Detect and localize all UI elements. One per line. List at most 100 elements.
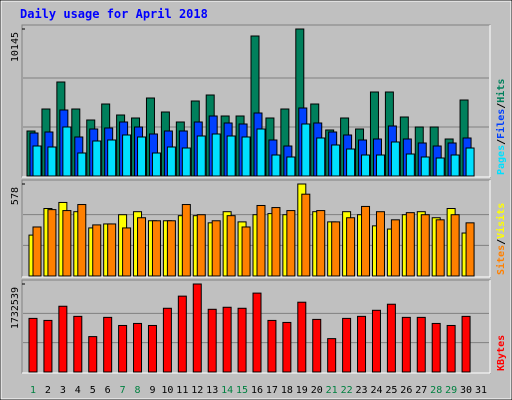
x-tick-label: 31 xyxy=(475,385,487,396)
x-tick-label: 25 xyxy=(385,385,397,396)
bar xyxy=(207,308,217,373)
bar xyxy=(237,307,247,373)
x-tick-label: 14 xyxy=(221,385,233,396)
bar xyxy=(390,219,400,277)
bar xyxy=(43,319,53,373)
bar xyxy=(166,220,176,277)
bar xyxy=(122,227,132,277)
legend-entry: KBytes xyxy=(496,335,507,371)
bar xyxy=(103,316,113,373)
legend-separator: / xyxy=(496,139,507,145)
bar xyxy=(32,145,42,177)
bar xyxy=(196,214,206,277)
bar xyxy=(28,317,38,373)
bar xyxy=(316,137,326,177)
bar xyxy=(331,144,341,177)
bar xyxy=(342,317,352,373)
bar xyxy=(147,324,157,373)
x-tick-label: 3 xyxy=(60,385,66,396)
bar xyxy=(166,146,176,177)
bar xyxy=(361,154,371,177)
bar xyxy=(316,210,326,277)
bar xyxy=(435,219,445,277)
bar xyxy=(177,295,187,373)
bar xyxy=(346,148,356,177)
x-tick-label: 21 xyxy=(326,385,338,396)
bar xyxy=(386,303,396,373)
bar xyxy=(267,319,277,373)
bar xyxy=(92,140,102,177)
bar xyxy=(461,315,471,373)
x-tick-label: 19 xyxy=(296,385,308,396)
legend-entry: Hits xyxy=(495,79,507,103)
bar xyxy=(58,305,68,373)
bar xyxy=(62,126,72,177)
bar xyxy=(371,309,381,373)
bar xyxy=(211,220,221,277)
x-tick-label: 6 xyxy=(105,385,111,396)
bar xyxy=(286,156,296,177)
bar xyxy=(88,336,98,373)
y-tick-label: 1732539 xyxy=(10,287,21,329)
bar xyxy=(256,128,266,177)
bar xyxy=(118,324,128,373)
bar xyxy=(420,214,430,277)
chart-title: Daily usage for April 2018 xyxy=(20,7,208,21)
bar xyxy=(390,141,400,177)
bar xyxy=(241,136,251,177)
bar xyxy=(271,154,281,177)
legend-entry: Files xyxy=(495,109,507,139)
x-tick-label: 18 xyxy=(281,385,293,396)
bar xyxy=(431,322,441,373)
x-tick-label: 10 xyxy=(161,385,173,396)
bar xyxy=(256,204,266,277)
bar xyxy=(107,139,117,177)
y-tick-label: 10145 xyxy=(10,32,21,62)
bar xyxy=(312,318,322,373)
bar xyxy=(181,204,191,277)
bar xyxy=(331,221,341,277)
x-tick-label: 9 xyxy=(149,385,155,396)
x-tick-label: 13 xyxy=(206,385,218,396)
bar xyxy=(47,146,57,177)
bar xyxy=(301,193,311,277)
bar xyxy=(192,283,202,373)
x-tick-label: 27 xyxy=(415,385,427,396)
bar xyxy=(282,321,292,373)
bar xyxy=(77,204,87,277)
bar xyxy=(297,301,307,373)
bar xyxy=(137,136,147,177)
bar xyxy=(226,135,236,177)
bar xyxy=(222,306,232,373)
bar xyxy=(435,157,445,177)
legend-entry: Sites xyxy=(495,245,507,275)
bar xyxy=(137,217,147,277)
bar xyxy=(375,211,385,277)
bar xyxy=(286,210,296,277)
bar xyxy=(450,214,460,277)
x-tick-label: 1 xyxy=(30,385,36,396)
bar xyxy=(47,209,57,277)
bar xyxy=(151,220,161,277)
x-tick-label: 28 xyxy=(430,385,442,396)
bar xyxy=(226,215,236,277)
legend-entry: Pages xyxy=(496,145,507,175)
bar xyxy=(346,217,356,277)
legend-separator: / xyxy=(496,103,507,109)
bar xyxy=(107,223,117,277)
legend: Pages/Files/Hits xyxy=(495,79,507,175)
bar xyxy=(252,292,262,373)
bar xyxy=(241,226,251,277)
x-tick-label: 29 xyxy=(445,385,457,396)
x-tick-label: 30 xyxy=(460,385,472,396)
bar xyxy=(446,324,456,373)
bar xyxy=(465,222,475,277)
bar xyxy=(92,224,102,277)
x-tick-label: 5 xyxy=(90,385,96,396)
bar xyxy=(416,316,426,373)
x-tick-label: 26 xyxy=(400,385,412,396)
x-tick-label: 4 xyxy=(75,385,81,396)
x-tick-label: 11 xyxy=(176,385,188,396)
bar xyxy=(450,154,460,177)
